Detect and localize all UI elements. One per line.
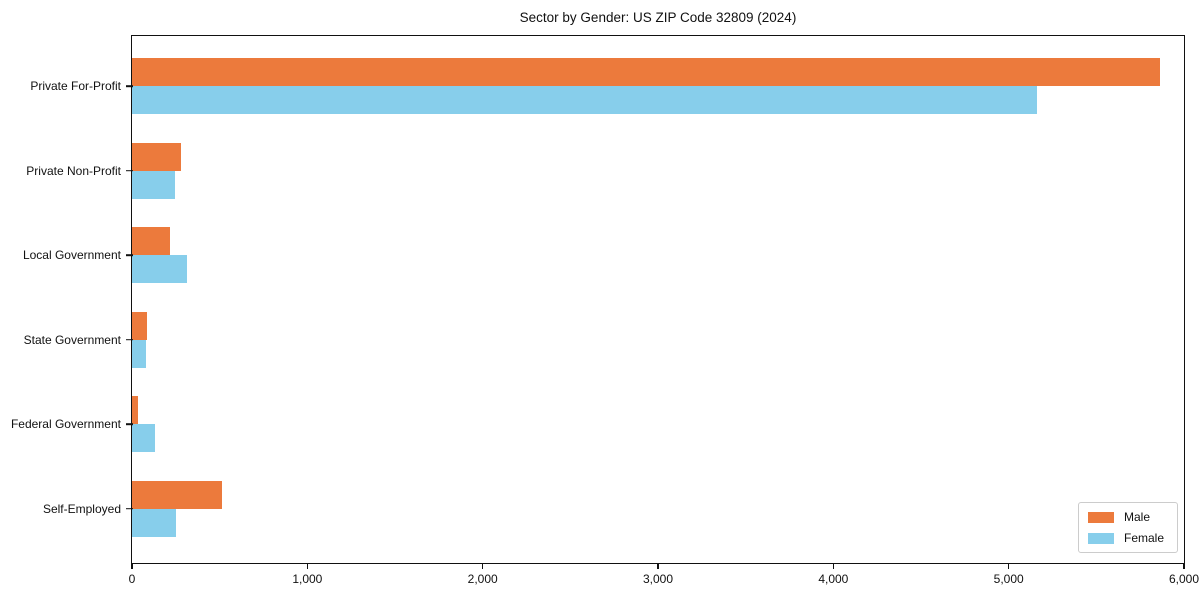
x-axis-tick-label: 4,000: [818, 572, 849, 586]
legend-label: Male: [1123, 510, 1150, 524]
legend-label: Female: [1123, 531, 1164, 545]
x-axis-tickmark: [657, 563, 659, 569]
x-axis-tickmark: [832, 563, 835, 569]
bar-male: [132, 227, 171, 256]
y-axis-label: Self-Employed: [42, 501, 121, 516]
y-axis-tickmark: [126, 169, 133, 172]
bar-female: [132, 170, 175, 199]
x-axis-tickmark: [1007, 563, 1010, 569]
bar-group: Federal Government: [11, 382, 1184, 467]
bar-pair: [132, 396, 1184, 453]
x-axis-tick-label: 1,000: [292, 572, 323, 586]
y-axis-label: Private Non-Profit: [26, 163, 121, 178]
x-axis-tickmark: [1183, 563, 1185, 569]
bar-group: State Government: [24, 298, 1184, 383]
y-axis-label: Federal Government: [10, 417, 121, 432]
bar-rows: Private For-Profit Private Non-Profit Loca…: [11, 36, 1184, 563]
y-axis-label: Private For-Profit: [30, 79, 121, 94]
bar-female: [132, 508, 176, 537]
bar-male: [132, 58, 1161, 87]
bar-pair: [132, 58, 1184, 115]
bar-group: Private Non-Profit: [26, 129, 1184, 214]
bar-female: [132, 339, 146, 368]
bar-pair: [132, 227, 1184, 284]
bar-group: Private For-Profit: [30, 44, 1184, 129]
legend-entry-female: Female: [1087, 531, 1164, 545]
y-axis-label: Local Government: [22, 248, 121, 263]
legend-entry-male: Male: [1087, 510, 1164, 524]
x-axis-tickmark: [306, 563, 309, 569]
plot-area: Private For-Profit Private Non-Profit Loca…: [11, 35, 1199, 586]
y-axis-tickmark: [126, 507, 133, 510]
x-axis: 0 1,000 2,000 3,000 4,000 5,000 6,000: [128, 563, 1199, 593]
legend-swatch-female: [1087, 532, 1114, 544]
legend-swatch-male: [1087, 511, 1114, 523]
x-axis-tick-label: 6,000: [1168, 572, 1200, 586]
x-axis-tick-label: 2,000: [467, 572, 498, 586]
bar-group: Local Government: [23, 213, 1184, 298]
y-axis-tickmark: [126, 254, 133, 257]
y-axis-tickmark: [126, 338, 133, 341]
legend: Male Female: [1077, 502, 1178, 553]
bar-female: [132, 255, 187, 284]
bar-pair: [132, 480, 1184, 537]
bar-male: [132, 311, 148, 340]
x-axis-tick-label: 0: [128, 572, 136, 586]
x-axis-tickmark: [131, 563, 133, 569]
bar-pair: [132, 311, 1184, 368]
y-axis-tickmark: [126, 423, 133, 426]
bar-female: [132, 86, 1037, 115]
bar-group: Self-Employed: [43, 467, 1184, 552]
bar-male: [132, 142, 182, 171]
bar-female: [132, 424, 155, 453]
x-axis-tick-label: 3,000: [642, 572, 674, 586]
x-axis-tickmark: [481, 563, 484, 569]
bar-male: [132, 396, 139, 425]
x-axis-tick-label: 5,000: [993, 572, 1024, 586]
bar-male: [132, 480, 223, 509]
y-axis-label: State Government: [23, 332, 121, 347]
bar-pair: [132, 142, 1184, 199]
y-axis-tickmark: [126, 85, 133, 88]
chart-title: Sector by Gender: US ZIP Code 32809 (202…: [519, 10, 797, 25]
